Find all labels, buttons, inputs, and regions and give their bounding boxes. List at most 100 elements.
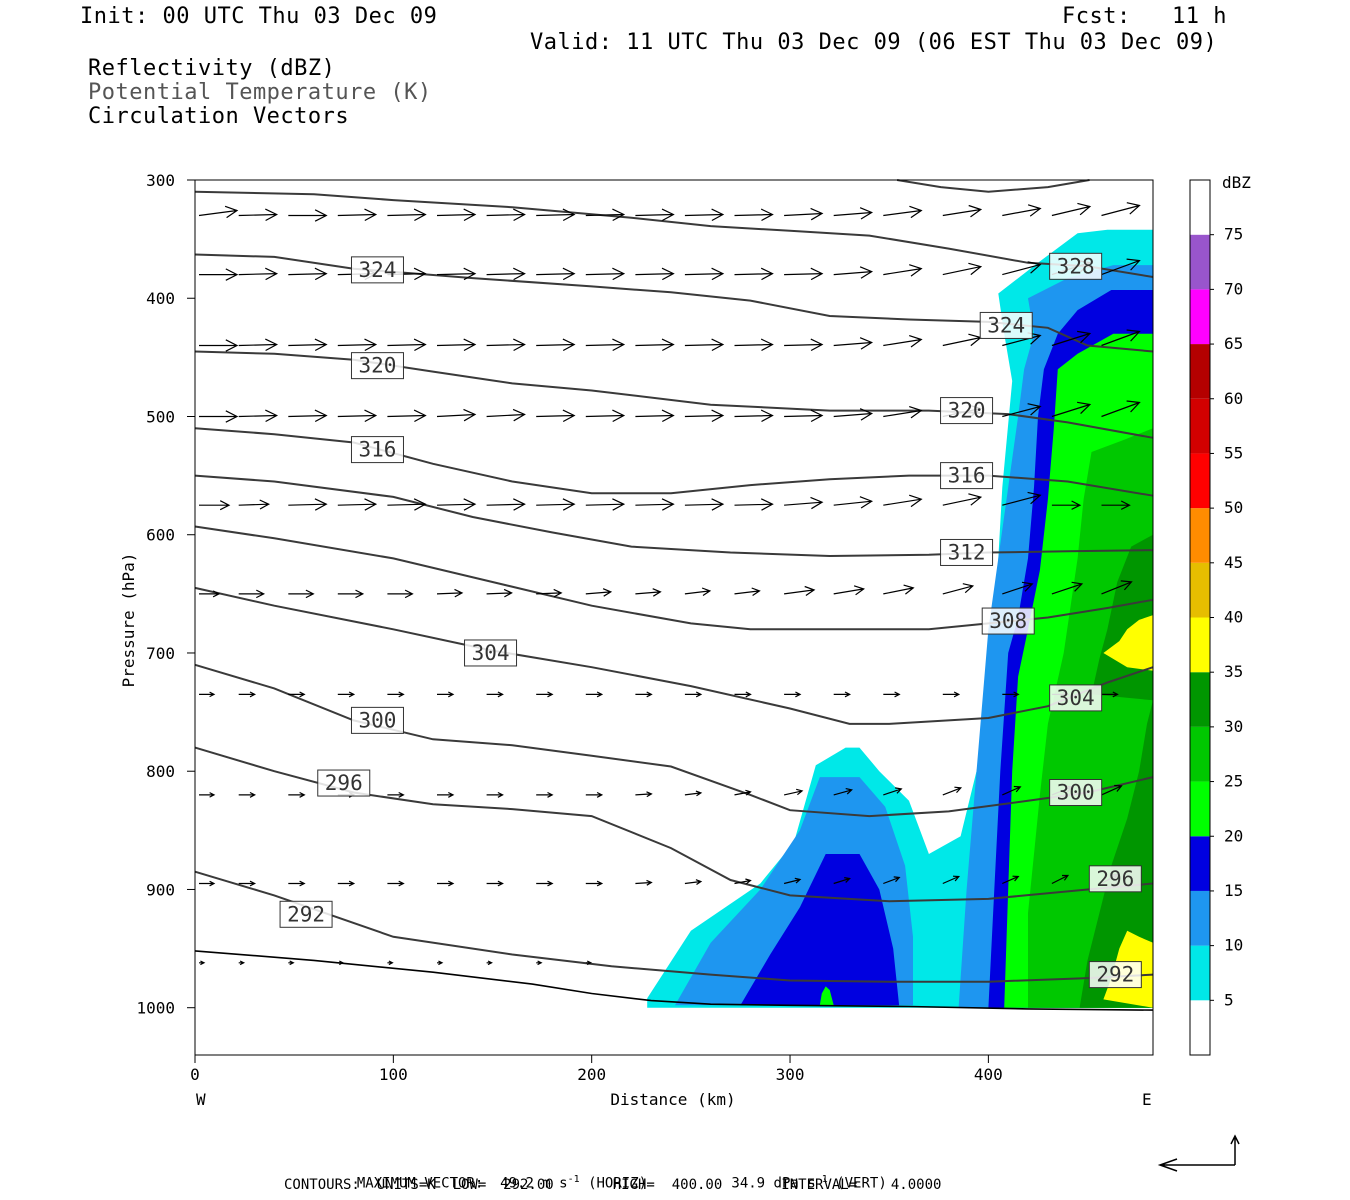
horiz-exponent: -1 xyxy=(567,1174,580,1185)
circulation-vector xyxy=(684,409,725,423)
circulation-vector xyxy=(436,498,477,511)
x-tick-label-0: 0 xyxy=(190,1065,200,1084)
y-tick-label-300: 300 xyxy=(146,171,175,190)
circulation-vector xyxy=(238,338,279,352)
circulation-vector xyxy=(1051,874,1070,885)
circulation-vector xyxy=(288,498,328,511)
reflectivity-region-15dbz xyxy=(740,854,900,1006)
circulation-vector xyxy=(833,496,874,509)
colorbar-label-25: 25 xyxy=(1224,772,1243,791)
circulation-vector xyxy=(337,208,378,222)
circulation-vector xyxy=(337,338,378,352)
circulation-vector xyxy=(387,409,427,423)
circulation-vector xyxy=(833,207,874,220)
circulation-vector xyxy=(536,409,576,423)
contour-label-300: 300 xyxy=(359,708,397,732)
circulation-vector xyxy=(199,960,206,966)
circulation-vector xyxy=(635,338,675,352)
circulation-vector xyxy=(883,406,923,419)
circulation-vector xyxy=(1002,875,1020,885)
colorbar-label-15: 15 xyxy=(1224,881,1243,900)
circulation-vector xyxy=(883,876,901,885)
contour-label-320: 320 xyxy=(359,354,397,378)
circulation-vector xyxy=(436,338,477,352)
max-vector-horiz: 49.2 m s xyxy=(500,1175,568,1192)
circulation-vector xyxy=(635,498,675,511)
circulation-vector xyxy=(585,267,626,281)
vert-exponent: -1 xyxy=(815,1174,828,1185)
contour-label-300: 300 xyxy=(1057,781,1095,805)
circulation-vector xyxy=(635,208,675,222)
x-tick-label-300: 300 xyxy=(776,1065,805,1084)
circulation-vector xyxy=(387,589,414,599)
circulation-vector xyxy=(833,788,853,796)
circulation-vector xyxy=(1002,691,1020,698)
circulation-vector xyxy=(486,208,526,222)
colorbar-swatch xyxy=(1190,945,1210,1001)
contour-label-box-296 xyxy=(317,769,371,797)
circulation-vector xyxy=(1002,403,1042,418)
circulation-vector xyxy=(833,408,874,421)
colorbar-swatch xyxy=(1190,1000,1210,1055)
colorbar-label-20: 20 xyxy=(1224,826,1243,845)
circulation-vector xyxy=(684,691,703,698)
y-tick-label-600: 600 xyxy=(146,526,175,545)
circulation-vector xyxy=(883,584,915,595)
circulation-vector xyxy=(635,588,662,597)
circulation-vector xyxy=(585,960,593,966)
plot-frame xyxy=(194,179,1154,1056)
circulation-vector xyxy=(436,408,477,422)
circulation-vector xyxy=(734,691,752,698)
circulation-vector xyxy=(833,691,852,698)
circulation-vector xyxy=(288,691,306,698)
circulation-vector xyxy=(1101,784,1123,796)
colorbar-label-10: 10 xyxy=(1224,936,1243,955)
circulation-vector xyxy=(486,791,504,798)
colorbar-swatch xyxy=(1190,398,1210,454)
init-time: Init: 00 UTC Thu 03 Dec 09 xyxy=(80,4,438,29)
circulation-vector xyxy=(387,208,427,222)
theta-contour-328 xyxy=(194,190,1154,278)
circulation-vector xyxy=(734,409,774,423)
circulation-vector xyxy=(942,204,983,218)
circulation-vector xyxy=(536,208,576,222)
y-tick-label-400: 400 xyxy=(146,289,175,308)
circulation-vector xyxy=(288,338,328,352)
theta-contour-320 xyxy=(194,350,1154,439)
contour-info: CONTOURS: UNITS=K LOW= 292.00 HIGH= 400.… xyxy=(284,1177,942,1193)
circulation-vector xyxy=(585,498,626,511)
circulation-vector xyxy=(1002,785,1022,796)
circulation-vector xyxy=(1101,202,1141,217)
contour-label-box-304 xyxy=(1049,684,1103,712)
circulation-vector xyxy=(288,209,328,222)
circulation-vector xyxy=(436,208,477,222)
colorbar-swatch xyxy=(1190,344,1210,399)
circulation-vector xyxy=(199,590,221,598)
circulation-vector xyxy=(199,880,216,887)
y-tick-label-900: 900 xyxy=(146,880,175,899)
circulation-vector xyxy=(199,339,239,352)
theta-contour-292 xyxy=(194,870,1154,983)
contour-label-292: 292 xyxy=(1096,963,1134,987)
contour-label-296: 296 xyxy=(1096,867,1134,891)
circulation-vector xyxy=(734,789,752,796)
circulation-vector xyxy=(387,880,405,887)
circulation-vector xyxy=(585,208,626,222)
circulation-vector xyxy=(288,880,306,887)
circulation-vector xyxy=(833,877,851,885)
circulation-vector xyxy=(387,498,427,511)
circulation-vector xyxy=(942,493,983,506)
circulation-vector xyxy=(1101,400,1141,418)
circulation-vector xyxy=(784,338,824,352)
circulation-vector xyxy=(635,409,675,423)
circulation-vector xyxy=(337,880,356,887)
reflectivity-region-35dbz xyxy=(1103,615,1153,671)
circulation-vector xyxy=(784,207,824,221)
contour-label-324: 324 xyxy=(359,258,397,282)
circulation-vector xyxy=(536,498,576,511)
circulation-vector xyxy=(585,588,613,597)
max-vector-line: MAXIMUM VECTOR: 49.2 m s-1 (HORIZ) 34.9 … xyxy=(340,1158,887,1192)
ground-surface xyxy=(194,950,1154,1011)
contour-label-box-320 xyxy=(940,397,994,425)
